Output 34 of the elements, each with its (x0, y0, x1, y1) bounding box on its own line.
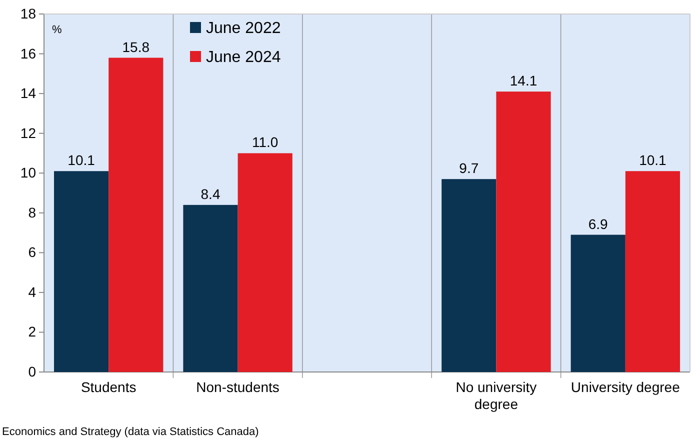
bar (496, 92, 551, 372)
bar (625, 171, 680, 372)
bar (238, 153, 292, 372)
y-tick-label: 0 (28, 363, 36, 380)
x-tick-label: No university degree (456, 379, 537, 412)
bar (570, 234, 626, 372)
bar (442, 179, 496, 372)
y-axis-title: % (52, 24, 62, 36)
data-label: 15.8 (122, 38, 150, 55)
y-tick-label: 10 (20, 164, 36, 181)
text: Economics and Strategy (data via Statistics Canada) (2, 426, 259, 438)
y-tick-label: 12 (20, 124, 36, 141)
y-tick-label: 6 (28, 244, 36, 260)
data-label: 6.9 (588, 216, 608, 232)
data-label: 10.1 (68, 152, 96, 168)
y-tick-label: 4 (28, 284, 36, 300)
bar (108, 58, 164, 372)
bar (54, 171, 109, 372)
x-tick-label: Students (80, 379, 136, 395)
y-tick-label: 14 (20, 85, 36, 102)
y-tick-label: 2 (28, 324, 36, 340)
y-tick-label: 16 (20, 45, 36, 62)
x-tick-label: Non-students (196, 379, 280, 395)
data-label: 11.0 (252, 134, 278, 150)
bar (183, 204, 238, 372)
y-tick-label: 18 (20, 5, 36, 22)
data-label: 14.1 (510, 72, 538, 89)
legend-label: June 2024 (206, 49, 281, 66)
data-label: 9.7 (459, 160, 479, 176)
x-tick-label: University degree (570, 379, 680, 395)
legend-label: June 2022 (206, 20, 281, 37)
data-label: 8.4 (200, 186, 220, 202)
data-label: 10.1 (639, 152, 667, 168)
y-tick-label: 8 (28, 204, 36, 220)
